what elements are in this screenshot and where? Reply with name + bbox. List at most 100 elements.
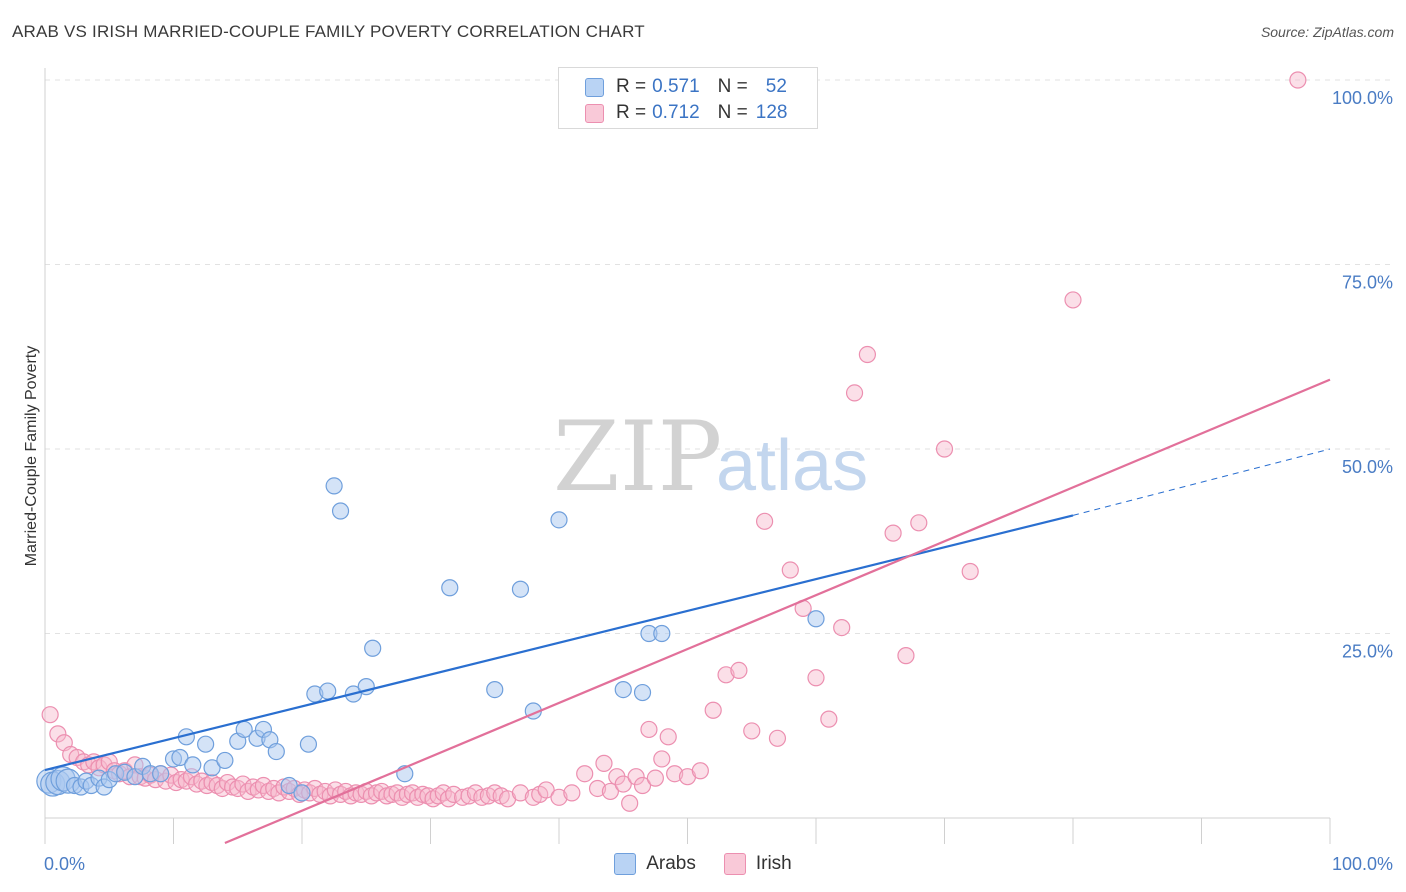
x-tick-label-1: 100.0% bbox=[1332, 854, 1393, 874]
y-tick-label-2: 75.0% bbox=[1342, 273, 1393, 293]
irish-point bbox=[640, 720, 658, 739]
irish-point bbox=[646, 769, 664, 787]
irish-point bbox=[730, 661, 748, 680]
arab-point bbox=[653, 624, 671, 643]
r-value: 0.712 bbox=[652, 102, 700, 123]
legend-item-irish[interactable]: Irish bbox=[723, 853, 792, 875]
irish-point bbox=[633, 776, 652, 795]
x-tick-label-0: 0.0% bbox=[44, 854, 85, 874]
irish-point bbox=[755, 512, 774, 530]
arabs-legend-swatch bbox=[614, 853, 637, 875]
irish-point bbox=[717, 666, 735, 684]
irish-point bbox=[743, 722, 761, 740]
irish-point bbox=[614, 775, 632, 793]
r-label: R = bbox=[616, 76, 647, 97]
irish-point bbox=[550, 788, 568, 806]
arab-point bbox=[197, 735, 215, 753]
arab-point bbox=[331, 502, 350, 520]
irish-point bbox=[807, 669, 825, 687]
irish-point bbox=[537, 781, 555, 799]
n-value: 128 bbox=[755, 102, 788, 123]
n-label: N = bbox=[717, 102, 748, 123]
arab-point bbox=[216, 751, 234, 770]
irish-legend-label: Irish bbox=[755, 853, 792, 874]
irish-point bbox=[1064, 291, 1082, 309]
arab-point bbox=[441, 579, 459, 597]
arabs-trend-extension bbox=[1072, 448, 1331, 516]
y-tick-label-3: 100.0% bbox=[1332, 88, 1393, 108]
irish-point bbox=[691, 762, 709, 780]
r-value: 0.571 bbox=[652, 76, 700, 97]
watermark: ZIP atlas bbox=[553, 401, 868, 513]
irish-point bbox=[884, 524, 902, 542]
irish-point bbox=[845, 384, 864, 402]
irish-point bbox=[666, 765, 684, 783]
irish-point bbox=[627, 768, 645, 786]
arab-point bbox=[184, 756, 202, 774]
irish-point bbox=[653, 750, 671, 768]
arab-point bbox=[511, 580, 530, 598]
irish-point bbox=[833, 618, 851, 637]
irish-point bbox=[910, 514, 928, 532]
arab-point bbox=[152, 765, 170, 783]
n-label: N = bbox=[717, 76, 748, 97]
arab-point bbox=[550, 511, 568, 529]
irish-point bbox=[601, 782, 620, 801]
arabs-swatch bbox=[585, 77, 604, 97]
series-legend: Arabs Irish bbox=[0, 851, 1406, 877]
arab-point bbox=[325, 477, 343, 495]
irish-legend-swatch bbox=[723, 853, 746, 875]
irish-point bbox=[588, 779, 607, 798]
irish-point bbox=[935, 440, 954, 458]
irish-point bbox=[1289, 71, 1307, 89]
legend-item-arabs[interactable]: Arabs bbox=[614, 853, 696, 875]
irish-point bbox=[41, 706, 59, 724]
arab-point bbox=[319, 682, 337, 700]
arab-point bbox=[299, 735, 318, 753]
irish-point bbox=[768, 729, 787, 747]
x-tick-labels: 0.0% 100.0% bbox=[44, 854, 1393, 874]
r-label: R = bbox=[616, 102, 647, 123]
arabs-trend-line bbox=[44, 514, 1074, 772]
trend-lines bbox=[44, 378, 1331, 845]
legend-row-arabs: R = 0.571 N = 52 bbox=[585, 74, 787, 100]
gridlines bbox=[45, 79, 1390, 634]
irish-point bbox=[858, 345, 877, 364]
arab-point bbox=[293, 784, 311, 802]
stats-legend: R = 0.571 N = 52 R = 0.712 N = 128 bbox=[558, 67, 818, 129]
arab-point bbox=[486, 680, 504, 699]
arab-point bbox=[364, 639, 382, 657]
irish-point bbox=[820, 710, 838, 728]
y-tick-labels: 25.0% 50.0% 75.0% 100.0% bbox=[1332, 88, 1393, 662]
irish-point bbox=[961, 562, 979, 581]
irish-swatch bbox=[585, 103, 604, 123]
irish-point bbox=[454, 788, 472, 806]
arab-point bbox=[267, 742, 285, 761]
watermark-zip: ZIP bbox=[553, 401, 722, 513]
arab-point bbox=[171, 748, 189, 767]
y-tick-label-1: 50.0% bbox=[1342, 457, 1393, 477]
irish-point bbox=[473, 788, 491, 806]
axes bbox=[44, 68, 1331, 844]
irish-point bbox=[595, 754, 613, 772]
chart-source: Source: ZipAtlas.com bbox=[1260, 24, 1394, 40]
irish-point bbox=[897, 647, 915, 665]
arab-point bbox=[203, 759, 221, 777]
arab-point bbox=[807, 610, 825, 628]
y-axis-title: Married-Couple Family Poverty bbox=[23, 346, 40, 567]
y-tick-label-0: 25.0% bbox=[1342, 642, 1393, 662]
irish-point bbox=[49, 725, 67, 743]
arab-point bbox=[280, 776, 298, 795]
legend-row-irish: R = 0.712 N = 128 bbox=[585, 100, 787, 126]
arab-point bbox=[633, 683, 652, 702]
n-value: 52 bbox=[765, 76, 787, 97]
irish-trend-line bbox=[224, 378, 1331, 845]
irish-point bbox=[511, 784, 530, 802]
arabs-legend-label: Arabs bbox=[646, 853, 696, 874]
irish-point bbox=[781, 561, 799, 579]
chart-title: ARAB VS IRISH MARRIED-COUPLE FAMILY POVE… bbox=[12, 22, 645, 41]
watermark-atlas: atlas bbox=[716, 426, 868, 506]
irish-point bbox=[563, 784, 581, 802]
irish-point bbox=[659, 728, 677, 746]
